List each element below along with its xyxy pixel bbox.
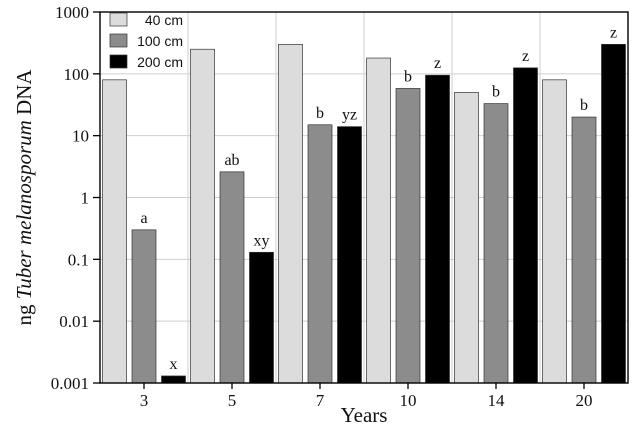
legend-label: 200 cm — [137, 54, 183, 70]
bar — [219, 171, 245, 384]
x-axis-title: Years — [341, 403, 388, 427]
bar — [161, 375, 186, 384]
bar-significance-label: z — [434, 55, 441, 72]
y-axis-title-prefix: ng — [12, 299, 36, 325]
x-tick-label: 5 — [228, 391, 237, 410]
bars — [102, 43, 626, 384]
legend-swatch — [109, 54, 128, 69]
x-tick-label: 7 — [316, 391, 325, 410]
bar — [307, 124, 333, 384]
bar-significance-label: yz — [342, 107, 357, 124]
bar — [513, 67, 538, 384]
y-tick-label: 0.1 — [68, 250, 89, 269]
bar — [425, 74, 450, 384]
legend-label: 100 cm — [137, 33, 183, 49]
y-tick-label: 1000 — [55, 3, 89, 22]
bar — [190, 48, 215, 384]
y-axis-title: ng Tuber melanosporum DNA — [12, 69, 36, 326]
group-dividers — [187, 12, 541, 383]
y-tick-label: 0.01 — [59, 312, 89, 331]
bar — [249, 251, 274, 384]
y-tick-label: 0.001 — [51, 374, 89, 393]
bar — [601, 43, 626, 384]
bar — [395, 88, 421, 384]
bar-significance-label: b — [580, 97, 588, 114]
bar — [102, 79, 127, 384]
bar — [483, 103, 509, 384]
x-tick-label: 3 — [140, 391, 149, 410]
bar-significance-label: z — [522, 48, 529, 65]
legend: 40 cm 100 cm 200 cm — [109, 12, 183, 70]
bar-significance-label: a — [140, 210, 147, 227]
bar-significance-label: ab — [224, 152, 239, 169]
bar-significance-label: z — [610, 24, 617, 41]
bar-significance-label: b — [404, 68, 412, 85]
bar — [542, 79, 567, 384]
bar — [571, 116, 597, 384]
significance-letters: a x ab xy b yz b z b z b z — [140, 24, 617, 373]
bar — [131, 229, 157, 384]
y-axis-title-organism: Tuber melanosporum — [12, 120, 36, 299]
y-tick-label: 1 — [81, 189, 90, 208]
bar — [278, 43, 303, 384]
legend-swatch — [109, 12, 128, 27]
legend-label: 40 cm — [145, 12, 183, 28]
bar-significance-label: x — [170, 356, 178, 373]
legend-swatch — [109, 33, 128, 48]
y-axis: 0.001 0.01 0.1 1 10 100 1000 — [51, 3, 100, 393]
y-tick-label: 10 — [72, 127, 89, 146]
x-tick-label: 20 — [576, 391, 593, 410]
bar — [454, 92, 479, 384]
y-tick-label: 100 — [64, 65, 90, 84]
bar-significance-label: xy — [254, 232, 270, 249]
bar — [366, 57, 391, 384]
bar — [337, 126, 362, 384]
x-axis: 3 5 7 10 14 20 — [140, 383, 593, 410]
bar-significance-label: b — [492, 84, 500, 101]
x-tick-label: 10 — [400, 391, 417, 410]
x-tick-label: 14 — [488, 391, 506, 410]
y-axis-title-suffix: DNA — [12, 69, 36, 121]
bar-significance-label: b — [316, 105, 324, 122]
